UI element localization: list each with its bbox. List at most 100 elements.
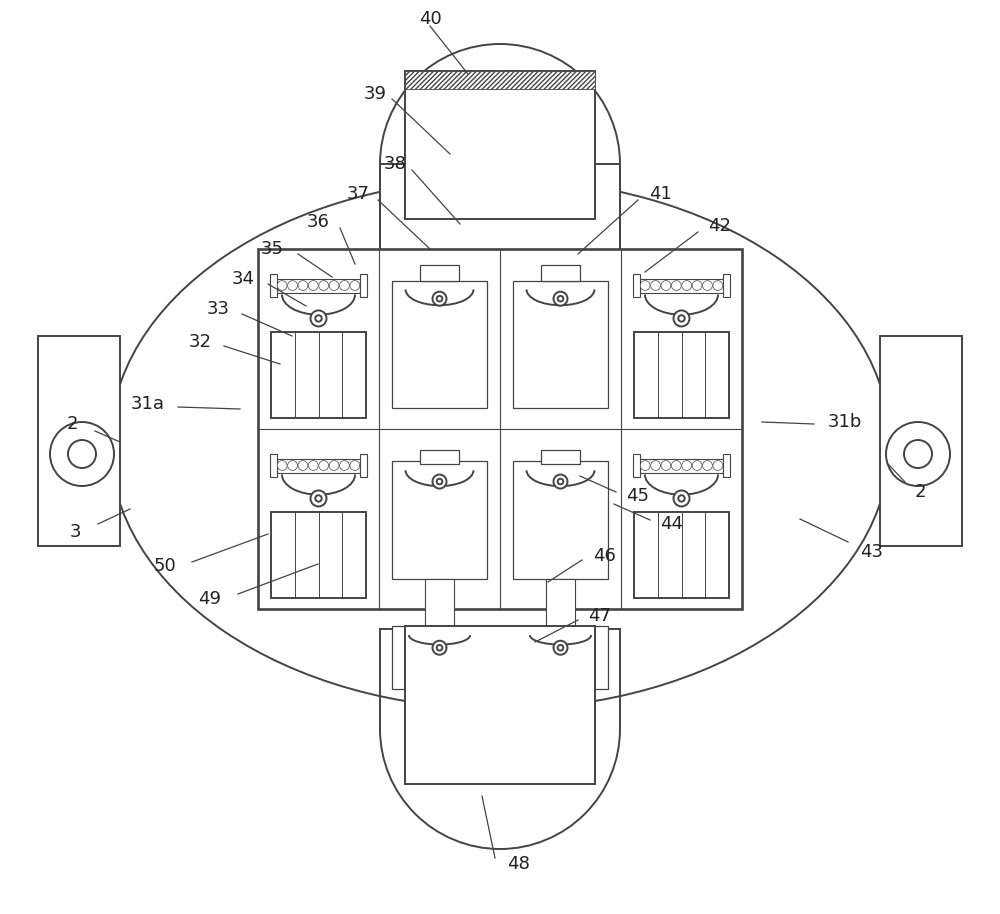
Bar (723, 453, 730, 477)
Circle shape (315, 495, 322, 502)
Circle shape (340, 281, 349, 291)
Text: 31b: 31b (828, 413, 862, 431)
Text: 39: 39 (364, 85, 386, 103)
Circle shape (329, 281, 339, 291)
Circle shape (886, 422, 950, 486)
Text: 36: 36 (307, 213, 329, 231)
Circle shape (651, 281, 660, 291)
Circle shape (319, 461, 329, 471)
Text: 46: 46 (593, 547, 615, 565)
Circle shape (904, 440, 932, 468)
Circle shape (298, 281, 308, 291)
Bar (392, 625, 487, 689)
Circle shape (437, 296, 442, 302)
Circle shape (640, 461, 650, 471)
Ellipse shape (110, 179, 890, 709)
Circle shape (661, 461, 671, 471)
Text: 43: 43 (860, 543, 884, 561)
Circle shape (340, 461, 349, 471)
Circle shape (315, 315, 322, 322)
Bar (392, 462, 487, 579)
Circle shape (329, 461, 339, 471)
Circle shape (277, 281, 287, 291)
Bar (271, 332, 366, 419)
Bar (723, 273, 730, 297)
Bar (633, 453, 640, 477)
Circle shape (288, 281, 297, 291)
Bar (277, 459, 360, 473)
Circle shape (310, 311, 326, 326)
Circle shape (682, 461, 692, 471)
Text: 2: 2 (914, 483, 926, 501)
Circle shape (554, 474, 568, 489)
Circle shape (554, 292, 568, 305)
Text: 35: 35 (260, 240, 284, 258)
Bar (380, 164, 620, 274)
Text: 42: 42 (708, 217, 732, 235)
Circle shape (713, 461, 723, 471)
Circle shape (50, 422, 114, 486)
Circle shape (350, 281, 360, 291)
Text: 49: 49 (198, 590, 222, 608)
Bar (405, 626, 595, 784)
Circle shape (350, 461, 360, 471)
Bar (513, 625, 608, 689)
Circle shape (661, 281, 671, 291)
Bar (405, 71, 595, 219)
Bar (420, 451, 459, 464)
Text: 37: 37 (347, 185, 370, 203)
Bar (546, 579, 575, 625)
Circle shape (432, 474, 446, 489)
Text: 31a: 31a (131, 395, 165, 413)
Text: 3: 3 (69, 523, 81, 541)
Bar (640, 279, 723, 292)
Circle shape (554, 641, 568, 654)
Text: 48: 48 (507, 855, 529, 873)
Circle shape (671, 281, 681, 291)
Bar (360, 453, 367, 477)
Text: 50: 50 (154, 557, 176, 575)
Text: 40: 40 (419, 10, 441, 28)
Circle shape (703, 281, 712, 291)
Circle shape (640, 281, 650, 291)
Text: 47: 47 (588, 607, 612, 625)
Circle shape (674, 491, 690, 506)
Circle shape (432, 641, 446, 654)
Bar (541, 451, 580, 464)
Bar (640, 459, 723, 473)
Bar (38, 336, 120, 546)
Circle shape (692, 281, 702, 291)
Circle shape (68, 440, 96, 468)
Circle shape (692, 461, 702, 471)
Circle shape (678, 495, 685, 502)
Text: 33: 33 (207, 300, 230, 318)
Circle shape (308, 461, 318, 471)
Bar (405, 71, 595, 89)
Circle shape (671, 461, 681, 471)
Circle shape (277, 461, 287, 471)
Bar (270, 273, 277, 297)
Bar (513, 282, 608, 409)
Circle shape (674, 311, 690, 326)
Bar (277, 279, 360, 292)
Text: 38: 38 (384, 155, 406, 173)
Bar (541, 265, 580, 282)
Circle shape (298, 461, 308, 471)
Text: 32: 32 (188, 333, 212, 351)
Bar (360, 273, 367, 297)
Bar (634, 332, 729, 419)
Bar (513, 462, 608, 579)
Bar (634, 512, 729, 598)
Circle shape (310, 491, 326, 506)
Circle shape (437, 479, 442, 484)
Bar (392, 282, 487, 409)
Circle shape (288, 461, 297, 471)
Bar (425, 579, 454, 625)
Bar (258, 249, 742, 609)
Circle shape (437, 645, 442, 651)
Text: 44: 44 (660, 515, 684, 533)
Circle shape (558, 296, 563, 302)
Circle shape (703, 461, 712, 471)
Circle shape (558, 645, 563, 651)
Text: 2: 2 (66, 415, 78, 433)
